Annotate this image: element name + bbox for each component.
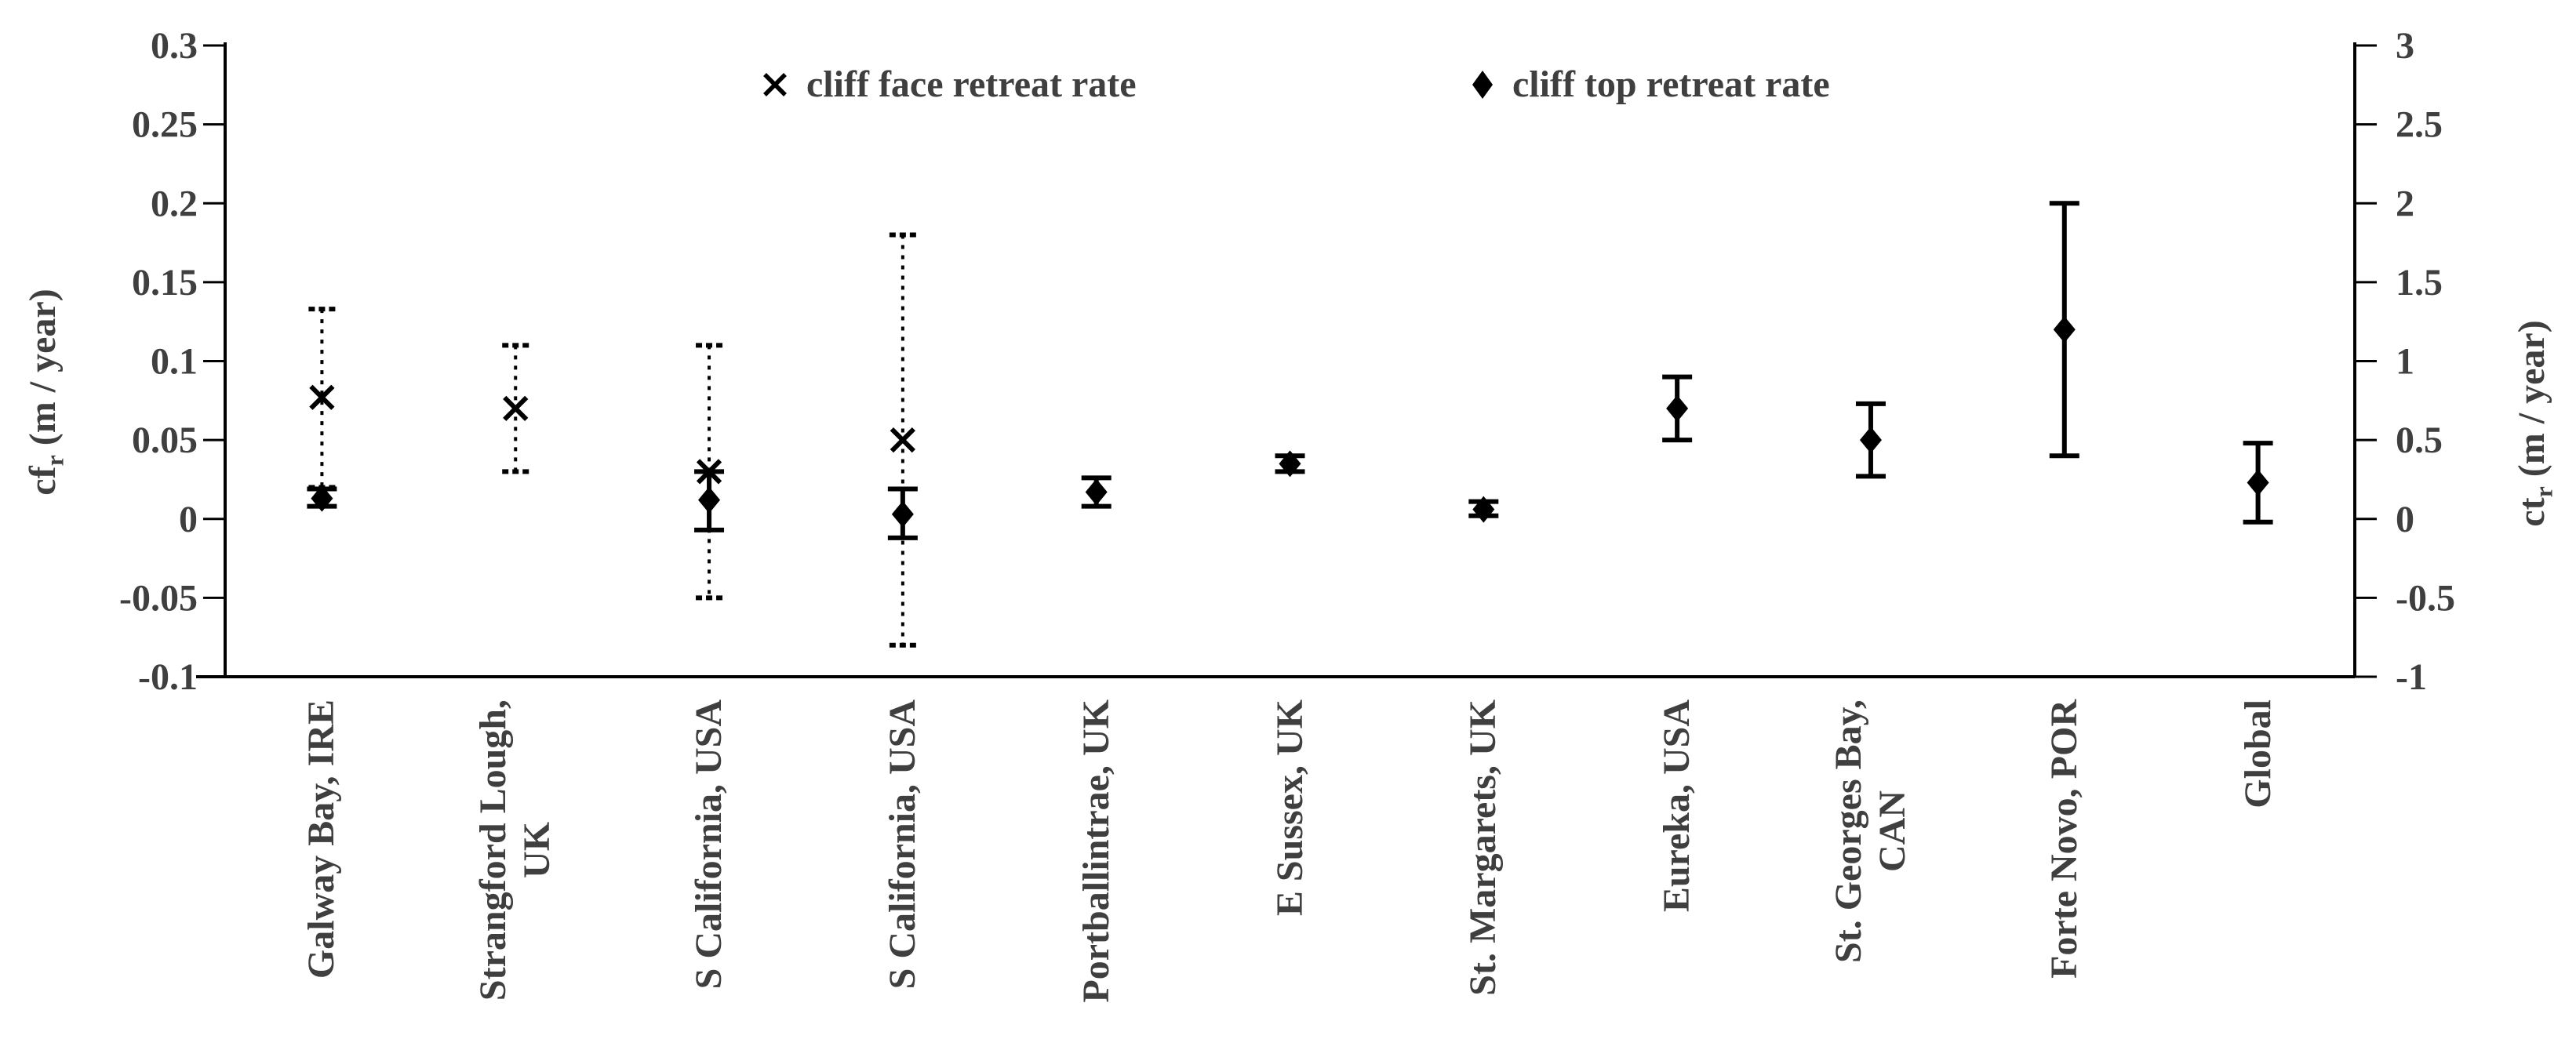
cf-point xyxy=(308,307,336,490)
ct-point xyxy=(1662,374,1693,443)
right-tick-label: -0.5 xyxy=(2396,577,2455,619)
ct-point xyxy=(887,486,918,540)
left-tick-label: 0.15 xyxy=(132,262,198,303)
x-category-label: St. Margarets, UK xyxy=(1462,699,1504,996)
x-category-label: S California, USA xyxy=(881,699,923,990)
cross-marker xyxy=(503,395,529,421)
legend-label-cliff-face: cliff face retreat rate xyxy=(806,64,1137,105)
right-tick-label: 1 xyxy=(2396,341,2414,383)
x-category-label: Galway Bay, IRE xyxy=(300,699,343,979)
right-axis-title-sub: r xyxy=(2529,486,2558,498)
left-tick-label: -0.05 xyxy=(119,577,198,619)
ct-point xyxy=(1081,475,1112,509)
right-axis-title-text: ct xyxy=(2511,497,2552,527)
left-tick-label: 0 xyxy=(179,499,198,540)
cf-point xyxy=(502,343,529,474)
left-tick-label: 0.25 xyxy=(132,104,198,146)
ct-point xyxy=(1855,401,1886,479)
diamond-marker xyxy=(2053,316,2076,343)
right-tick-label: -1 xyxy=(2396,656,2427,698)
diamond-marker xyxy=(2247,469,2269,496)
left-tick-label: 0.3 xyxy=(151,25,198,67)
ct-point xyxy=(1468,496,1499,523)
ct-point xyxy=(2243,441,2273,525)
cross-marker xyxy=(890,427,915,453)
left-tick-label: 0.1 xyxy=(151,341,198,383)
x-category-label: Forte Novo, POR xyxy=(2043,699,2085,979)
x-category-label: S California, USA xyxy=(688,699,730,990)
right-tick-label: 0.5 xyxy=(2396,420,2443,461)
legend-item-cliff-face: cliff face retreat rate xyxy=(759,63,1137,106)
left-tick-label: -0.1 xyxy=(138,656,198,698)
diamond-marker xyxy=(1859,427,1882,454)
left-tick-label: 0.2 xyxy=(151,183,198,224)
right-axis-title: ctr (m / year) xyxy=(2509,149,2558,698)
x-category-label: Global xyxy=(2236,699,2279,808)
left-axis-title: cfr (m / year) xyxy=(20,118,69,667)
left-axis-title-text: cf xyxy=(22,466,64,496)
cf-point xyxy=(889,232,916,648)
diamond-marker xyxy=(1085,478,1108,506)
diamond-marker xyxy=(1472,496,1495,523)
right-tick-label: 2.5 xyxy=(2396,104,2443,146)
legend-item-cliff-top: cliff top retreat rate xyxy=(1468,63,1830,106)
x-category-label: St. Georges Bay, CAN xyxy=(1827,699,1913,963)
ct-point xyxy=(694,469,725,532)
diamond-marker-icon xyxy=(1472,70,1493,99)
right-axis-title-unit: (m / year) xyxy=(2511,320,2552,487)
right-tick-label: 2 xyxy=(2396,183,2414,224)
left-axis-title-unit: (m / year) xyxy=(22,289,64,456)
right-tick-label: 0 xyxy=(2396,499,2414,540)
x-category-label: Eureka, USA xyxy=(1656,699,1698,913)
ct-point xyxy=(2049,201,2079,459)
diamond-marker xyxy=(1279,450,1301,478)
legend-label-cliff-top: cliff top retreat rate xyxy=(1512,64,1830,105)
cross-marker xyxy=(309,384,335,410)
x-category-label: Portballintrae, UK xyxy=(1075,699,1117,1003)
x-category-label: Strangford Lough, UK xyxy=(472,699,558,1001)
diamond-marker xyxy=(891,500,914,528)
left-axis-title-sub: r xyxy=(40,455,69,467)
cross-marker-icon xyxy=(763,72,787,96)
right-tick-label: 3 xyxy=(2396,25,2414,67)
diamond-marker xyxy=(311,485,333,512)
left-tick-label: 0.05 xyxy=(132,420,198,461)
ct-point xyxy=(1275,450,1305,478)
diamond-marker xyxy=(698,486,721,514)
diamond-marker xyxy=(1666,394,1689,422)
right-tick-label: 1.5 xyxy=(2396,262,2443,303)
ct-point xyxy=(307,485,337,512)
x-category-label: E Sussex, UK xyxy=(1268,699,1311,917)
